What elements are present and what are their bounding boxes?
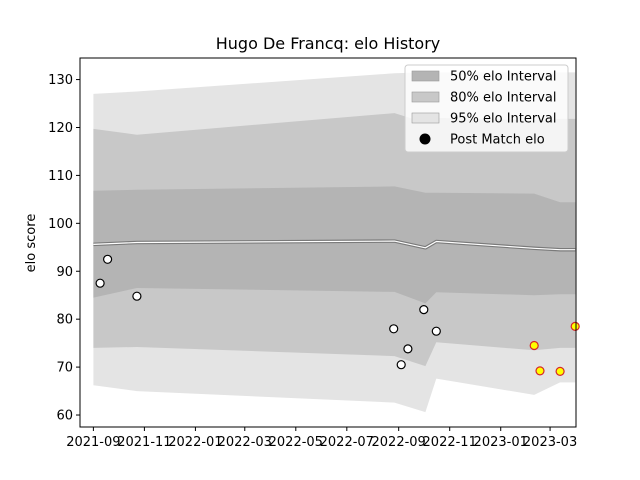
- legend-label-95-elo-interval: 95% elo Interval: [450, 112, 557, 127]
- legend-label-50-elo-interval: 50% elo Interval: [450, 70, 557, 85]
- x-tick-label-2022-01: 2022-01: [168, 435, 222, 450]
- post-match-point-12: [570, 321, 580, 331]
- x-tick-label-2022-07: 2022-07: [320, 435, 374, 450]
- x-tick-label-2022-05: 2022-05: [269, 435, 323, 450]
- post-match-point-11: [555, 366, 565, 376]
- y-tick-label-70: 70: [56, 361, 73, 376]
- legend-label-post-match-elo: Post Match elo: [450, 133, 545, 148]
- x-tick-label-2023-01: 2023-01: [474, 435, 528, 450]
- legend: 50% elo Interval 80% elo Interval 95% elo …: [404, 64, 569, 153]
- band-50-percent: [93, 186, 576, 304]
- post-match-point-9: [529, 340, 539, 351]
- legend-swatch-80-elo-interval: [411, 91, 440, 103]
- legend-marker-post-match-elo: [419, 133, 431, 145]
- y-tick-label-130: 130: [48, 73, 73, 88]
- post-match-point-4: [389, 324, 399, 334]
- post-match-point-8: [431, 326, 441, 336]
- post-match-point-5: [396, 360, 406, 370]
- plot-area: 607080901001101201302021-092021-112022-0…: [48, 57, 580, 450]
- x-tick-label-2021-09: 2021-09: [66, 435, 120, 450]
- axes-frame: [79, 57, 577, 428]
- y-tick-label-80: 80: [56, 313, 73, 328]
- post-match-point-1: [95, 278, 105, 288]
- x-tick-label-2022-09: 2022-09: [372, 435, 426, 450]
- x-tick-label-2022-03: 2022-03: [218, 435, 272, 450]
- y-tick-label-60: 60: [56, 409, 73, 424]
- x-tick-label-2023-03: 2023-03: [523, 435, 577, 450]
- post-match-point-6: [403, 344, 413, 354]
- y-tick-label-100: 100: [48, 217, 73, 232]
- y-tick-label-120: 120: [48, 121, 73, 136]
- chart-title: Hugo De Francq: elo History: [216, 34, 441, 53]
- legend-swatch-95-elo-interval: [411, 112, 440, 124]
- post-match-point-3: [132, 291, 142, 301]
- legend-label-80-elo-interval: 80% elo Interval: [450, 91, 557, 106]
- y-tick-label-110: 110: [48, 169, 73, 184]
- x-tick-label-2021-11: 2021-11: [117, 435, 171, 450]
- post-match-point-7: [419, 305, 429, 315]
- y-axis-label: elo score: [24, 214, 39, 273]
- legend-swatch-50-elo-interval: [411, 70, 440, 82]
- x-tick-label-2022-11: 2022-11: [423, 435, 477, 450]
- mean-elo-line-core: [93, 240, 576, 251]
- y-tick-label-90: 90: [56, 265, 73, 280]
- post-match-point-2: [102, 254, 113, 264]
- legend-box: [404, 64, 569, 153]
- post-match-point-10: [535, 366, 545, 376]
